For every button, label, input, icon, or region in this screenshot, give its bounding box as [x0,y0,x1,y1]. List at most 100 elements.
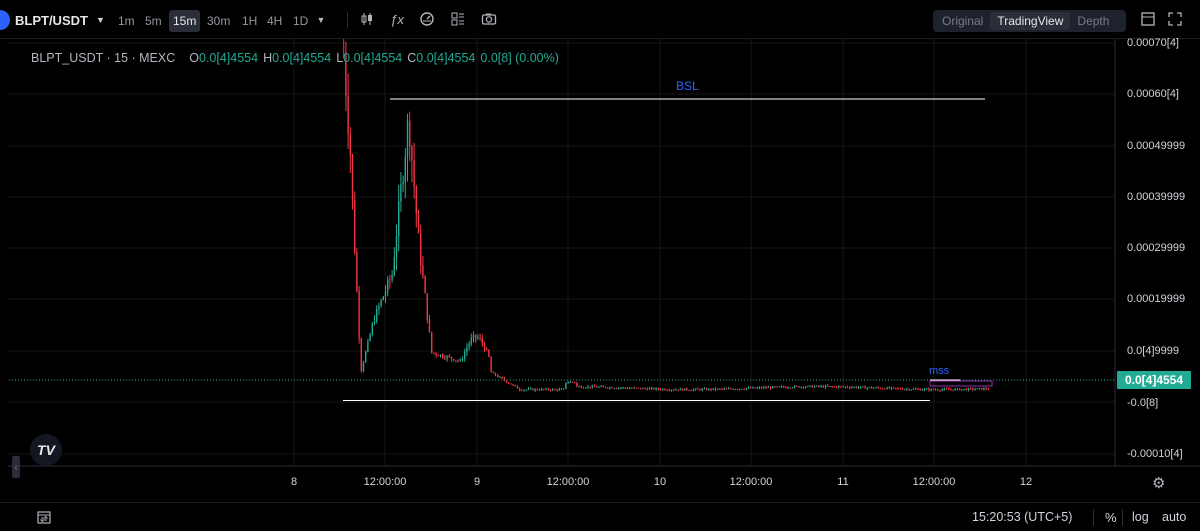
chart-area[interactable] [0,39,1200,530]
candle-body [787,387,789,389]
candle-body [785,387,787,389]
candle-body [431,331,433,353]
log-scale-toggle[interactable]: log [1132,510,1149,524]
candle-body [840,386,842,388]
legend-change-value: 0.0[8] (0.00%) [480,51,559,65]
candle-body [890,387,893,389]
candle-body [686,388,688,391]
candle-body [699,389,701,391]
candle-body [360,338,362,371]
collapse-toolbar-handle[interactable]: ‹ [12,456,20,478]
candle-body [923,388,926,390]
auto-scale-toggle[interactable]: auto [1162,510,1187,524]
view-depth[interactable]: Depth [1077,14,1110,28]
view-original[interactable]: Original [942,14,984,28]
candle-body [620,387,622,389]
candle-body [851,387,853,389]
candle-body [351,155,354,201]
candle-body [644,388,646,390]
templates-icon[interactable] [418,11,436,29]
left-drawing-toolbar [0,39,8,530]
percent-scale-toggle[interactable]: % [1105,510,1117,525]
candle-body [556,389,558,391]
candle-body [778,386,780,388]
candle-body [519,388,521,391]
candle-body [466,347,468,353]
view-tradingview[interactable]: TradingView [990,12,1071,30]
candle-body [607,387,609,389]
candle-body [571,381,574,383]
candle-body [908,388,910,390]
bottom-bar: 15:20:53 (UTC+5) % log auto [0,502,1200,531]
candle-body [842,386,844,388]
candle-body [697,388,699,390]
candle-body [653,387,655,390]
candle-body [725,388,728,390]
timeframe-1h[interactable]: 1H [242,14,258,28]
candle-body [349,133,351,156]
candle-body [976,388,978,390]
candle-body [928,388,930,391]
candle-body [963,388,965,390]
candle-body [844,386,846,388]
symbol-selector[interactable]: BLPT/USDT ▼ [0,9,105,31]
indicators-icon[interactable]: ƒx [390,12,404,27]
layout-icon[interactable] [449,11,467,29]
timeframe-1m[interactable]: 1m [118,14,135,28]
candle-body [413,160,415,187]
mss-annotation[interactable]: mss [929,365,950,377]
timeframe-30m[interactable]: 30m [207,14,231,28]
candle-body [347,96,349,134]
date-range-icon[interactable] [36,509,52,528]
ohlc-legend: BLPT_USDT · 15 · MEXC O 0.0[4]4554 H 0.0… [31,51,564,65]
candle-body [780,386,783,388]
expand-icon[interactable] [1166,11,1184,29]
candle-body [732,388,734,390]
candle-body [455,360,457,362]
candle-body [578,386,580,388]
timeframe-chevron-down-icon[interactable]: ▼ [316,15,326,25]
timeframe-4h[interactable]: 4H [267,14,283,28]
candle-body [563,388,565,390]
fullscreen-window-icon[interactable] [1139,11,1157,29]
candle-body [490,356,492,373]
clock-timezone[interactable]: 15:20:53 (UTC+5) [972,510,1073,524]
bsl-annotation[interactable]: BSL [676,79,699,93]
candle-body [769,387,772,389]
candle-body [615,388,618,390]
candle-body [516,385,519,389]
candle-body [886,387,888,390]
candle-body [767,387,769,389]
candle-body [813,386,816,388]
candle-body [763,387,765,389]
candle-body [543,388,545,390]
timeframe-15m[interactable]: 15m [169,10,201,32]
candle-body [827,385,829,387]
price-chart[interactable] [0,39,1200,530]
timeframe-5m[interactable]: 5m [145,14,162,28]
candle-body [811,385,813,388]
candle-body [818,385,820,387]
candle-body [389,279,391,281]
candle-body [743,389,745,391]
candle-body [362,362,365,371]
divider [1093,509,1094,526]
candle-body [552,389,554,391]
candle-body [866,387,868,389]
candle-body [741,388,743,390]
camera-icon[interactable] [480,11,498,29]
candle-body [420,233,422,266]
candle-body [897,388,899,390]
candle-body [591,385,593,388]
y-tick-label: 0.00070[4] [1127,37,1179,49]
candles-icon[interactable] [358,11,376,29]
legend-open-label: O [189,51,199,65]
candle-body [453,359,455,361]
timeframe-1d[interactable]: 1D [293,14,309,28]
candle-body [965,388,967,391]
candle-body [791,387,794,389]
candle-body [734,389,736,391]
candle-body [750,387,752,389]
chart-settings-gear-icon[interactable]: ⚙ [1152,475,1166,492]
candle-body [624,387,626,389]
